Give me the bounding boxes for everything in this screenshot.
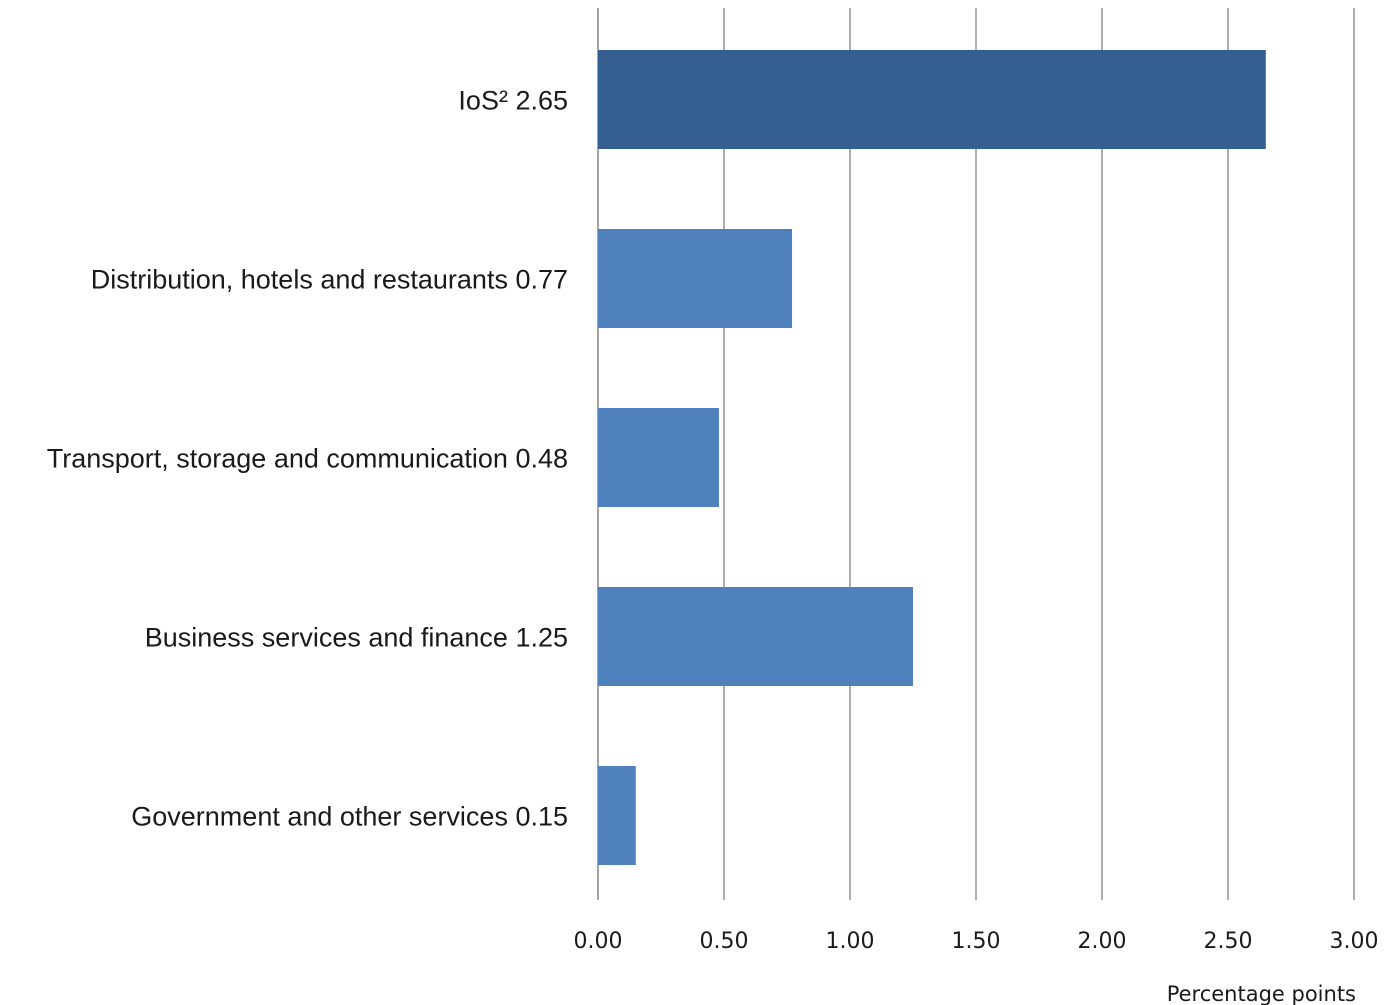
category-label: Business services and finance 1.25 bbox=[145, 623, 568, 653]
x-tick-label: 2.50 bbox=[1204, 929, 1253, 954]
bar bbox=[598, 50, 1266, 149]
x-tick-label: 3.00 bbox=[1330, 929, 1379, 954]
x-tick-label: 1.50 bbox=[952, 929, 1001, 954]
x-tick-label: 0.00 bbox=[574, 929, 623, 954]
x-tick-label: 2.00 bbox=[1078, 929, 1127, 954]
x-axis-label: Percentage points bbox=[1167, 982, 1356, 1005]
bar bbox=[598, 229, 793, 328]
x-tick-label: 0.50 bbox=[700, 929, 749, 954]
bar bbox=[598, 766, 636, 865]
category-label: IoS² 2.65 bbox=[458, 86, 568, 116]
x-tick-labels: 0.00 0.50 1.00 1.50 2.00 2.50 3.00 bbox=[574, 929, 1379, 954]
category-label: Distribution, hotels and restaurants 0.7… bbox=[91, 265, 568, 295]
category-label: Transport, storage and communication 0.4… bbox=[47, 444, 568, 474]
category-label: Government and other services 0.15 bbox=[131, 802, 568, 832]
bar bbox=[598, 408, 719, 507]
gridlines bbox=[597, 8, 1355, 900]
bars bbox=[598, 50, 1266, 865]
bar bbox=[598, 587, 913, 686]
x-tick-label: 1.00 bbox=[826, 929, 875, 954]
category-labels: IoS² 2.65 Distribution, hotels and restau… bbox=[47, 86, 568, 832]
